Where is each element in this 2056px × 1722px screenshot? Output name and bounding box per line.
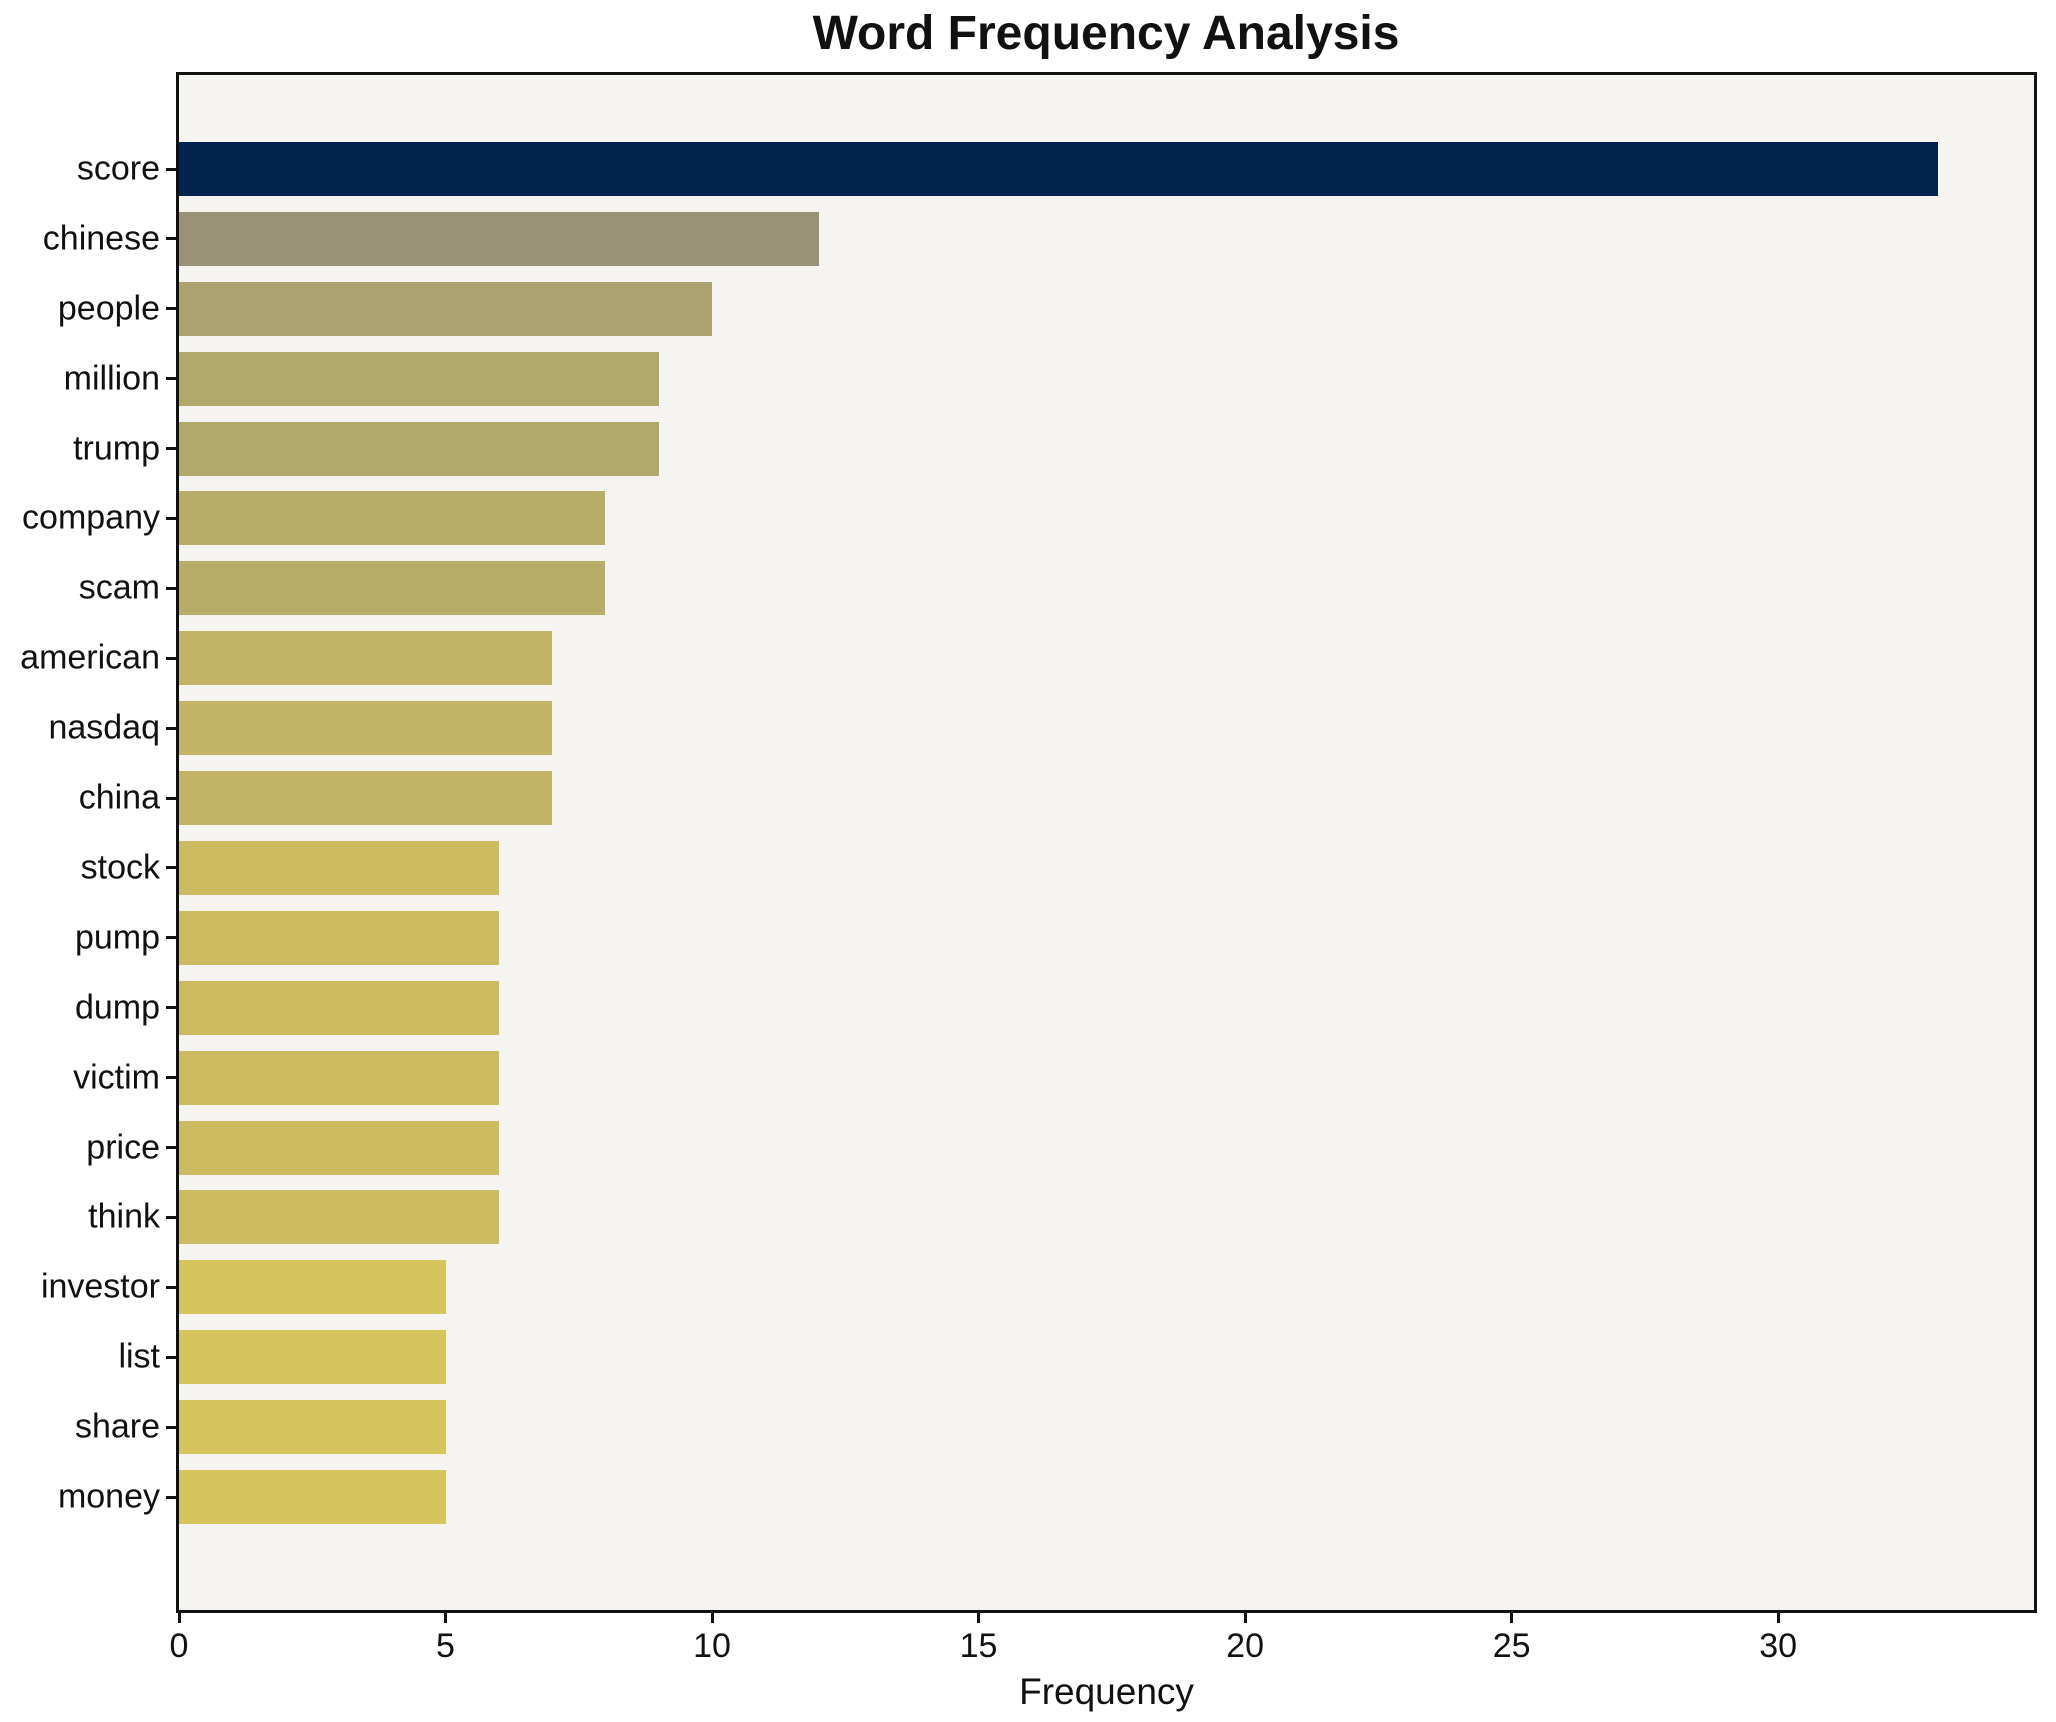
- y-tick-label-share: share: [74, 1407, 160, 1446]
- y-tick-label-million: million: [63, 359, 160, 398]
- y-tick-mark: [166, 516, 176, 520]
- bar-trump: [179, 421, 659, 476]
- bar-pump: [179, 910, 499, 965]
- y-tick-mark: [166, 936, 176, 940]
- y-tick-mark: [166, 1355, 176, 1359]
- plot-area: [176, 72, 2037, 1613]
- y-tick-label-company: company: [22, 498, 160, 537]
- y-tick-label-money: money: [57, 1477, 160, 1516]
- x-tick-mark: [710, 1613, 714, 1623]
- bar-nasdaq: [179, 701, 553, 756]
- x-tick-mark: [1243, 1613, 1247, 1623]
- y-tick-label-list: list: [118, 1337, 160, 1376]
- x-tick-label-30: 30: [1759, 1627, 1798, 1665]
- y-tick-label-stock: stock: [80, 848, 160, 887]
- y-tick-label-people: people: [57, 289, 160, 328]
- bar-stock: [179, 840, 499, 895]
- y-tick-label-pump: pump: [74, 918, 160, 957]
- y-tick-mark: [166, 237, 176, 241]
- bar-share: [179, 1400, 446, 1455]
- y-tick-mark: [166, 656, 176, 660]
- y-tick-label-price: price: [86, 1128, 160, 1167]
- x-axis-label: Frequency: [1019, 1671, 1194, 1712]
- y-tick-label-investor: investor: [40, 1267, 160, 1306]
- y-tick-mark: [166, 1076, 176, 1080]
- y-tick-mark: [166, 1215, 176, 1219]
- bar-million: [179, 351, 659, 406]
- bar-list: [179, 1330, 446, 1385]
- y-tick-label-nasdaq: nasdaq: [48, 708, 160, 747]
- y-tick-mark: [166, 167, 176, 171]
- x-tick-mark: [1510, 1613, 1514, 1623]
- y-tick-mark: [166, 447, 176, 451]
- bar-company: [179, 491, 606, 546]
- bars-layer: [179, 75, 2034, 1610]
- x-tick-label-20: 20: [1226, 1627, 1264, 1665]
- y-tick-mark: [166, 1495, 176, 1499]
- y-tick-label-scam: scam: [78, 568, 160, 607]
- bar-chinese: [179, 211, 819, 266]
- y-tick-label-score: score: [76, 149, 160, 188]
- y-tick-mark: [166, 1006, 176, 1010]
- x-tick-mark: [444, 1613, 448, 1623]
- chart-title: Word Frequency Analysis: [812, 7, 1400, 60]
- y-tick-label-american: american: [20, 638, 160, 677]
- x-tick-mark: [1776, 1613, 1780, 1623]
- bar-people: [179, 281, 713, 336]
- bar-money: [179, 1470, 446, 1524]
- y-tick-label-trump: trump: [73, 429, 160, 468]
- y-tick-mark: [166, 726, 176, 730]
- y-tick-mark: [166, 377, 176, 381]
- x-tick-mark: [177, 1613, 181, 1623]
- bar-scam: [179, 561, 606, 616]
- x-tick-label-15: 15: [959, 1627, 998, 1665]
- bar-china: [179, 771, 553, 826]
- x-tick-label-25: 25: [1492, 1627, 1531, 1665]
- bar-american: [179, 631, 553, 686]
- y-tick-mark: [166, 307, 176, 311]
- x-tick-label-10: 10: [693, 1627, 731, 1665]
- y-tick-mark: [166, 1425, 176, 1429]
- y-tick-label-think: think: [88, 1197, 160, 1236]
- y-tick-mark: [166, 1285, 176, 1289]
- y-tick-label-chinese: chinese: [42, 219, 160, 258]
- y-tick-mark: [166, 866, 176, 870]
- y-tick-label-china: china: [78, 778, 160, 817]
- bar-think: [179, 1190, 499, 1245]
- x-tick-label-0: 0: [169, 1627, 189, 1665]
- bar-victim: [179, 1050, 499, 1105]
- y-tick-mark: [166, 1146, 176, 1150]
- bar-price: [179, 1120, 499, 1175]
- y-tick-mark: [166, 586, 176, 590]
- bar-score: [179, 142, 1939, 196]
- y-tick-mark: [166, 796, 176, 800]
- x-tick-mark: [977, 1613, 981, 1623]
- y-tick-label-dump: dump: [74, 988, 160, 1027]
- x-tick-label-5: 5: [436, 1627, 455, 1665]
- bar-investor: [179, 1260, 446, 1315]
- bar-dump: [179, 980, 499, 1035]
- y-tick-label-victim: victim: [73, 1058, 160, 1097]
